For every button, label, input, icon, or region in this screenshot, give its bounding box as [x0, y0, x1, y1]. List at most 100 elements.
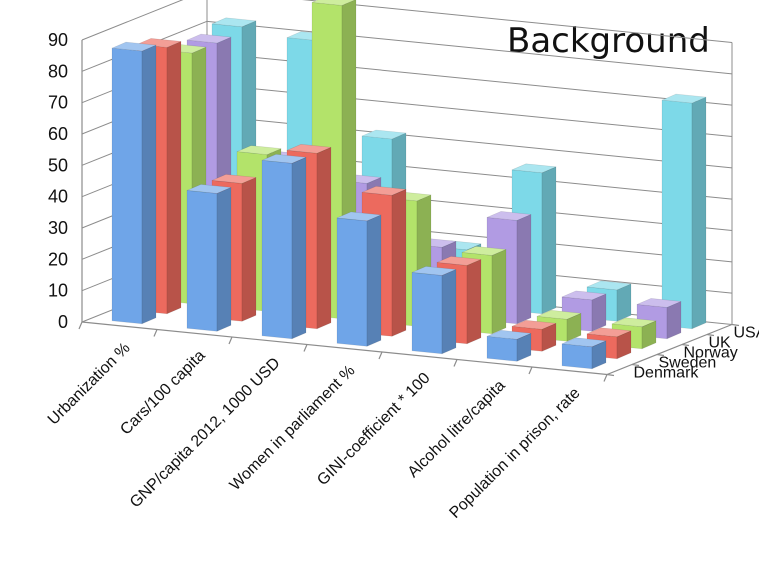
bar-top-face — [661, 93, 707, 104]
bar-side-face — [541, 166, 557, 315]
bar-side-face — [466, 258, 482, 345]
y-tick-label: 50 — [48, 155, 68, 175]
bar-side-face — [491, 248, 507, 335]
bar-top-face — [511, 319, 557, 330]
x-tick-mark — [303, 344, 308, 352]
bar-top-face — [286, 143, 332, 154]
bar-front-face — [661, 99, 693, 330]
bar-front-face — [186, 190, 218, 332]
gridline-back — [301, 0, 733, 43]
x-tick-mark — [528, 366, 533, 375]
x-tick-mark — [153, 329, 158, 337]
gridline-back — [206, 20, 733, 75]
bar-top-face — [486, 329, 532, 340]
bar-top-face — [311, 0, 356, 6]
series-label-usa: USA — [734, 325, 759, 342]
bar-side-face — [141, 44, 157, 325]
bar-side-face — [316, 146, 332, 330]
y-tick-label: 40 — [48, 187, 68, 207]
z-tick-mark — [681, 343, 690, 347]
y-tick-label: 90 — [48, 30, 68, 50]
category-label-urbanization: Urbanization % — [45, 340, 134, 429]
bar-top-face — [536, 309, 582, 320]
bar-usa-7 — [661, 93, 707, 330]
y-tick-label: 30 — [48, 218, 68, 238]
bar-side-face — [241, 176, 257, 322]
bar-top-face — [611, 317, 657, 328]
bar-side-face — [391, 188, 407, 337]
y-tick-label: 20 — [48, 249, 68, 269]
z-tick-mark — [706, 333, 715, 337]
y-tick-label: 80 — [48, 61, 68, 81]
bar-top-face — [436, 256, 482, 266]
bar-side-face — [666, 300, 682, 340]
bar-denmark-2 — [186, 184, 232, 332]
bar-side-face — [366, 214, 382, 347]
y-tick-label: 0 — [58, 312, 68, 332]
gridline-side — [81, 0, 184, 41]
series-label-norway: Norway — [684, 345, 738, 362]
y-tick-label: 70 — [48, 93, 68, 113]
bar-top-face — [561, 290, 607, 301]
bar-top-face — [411, 266, 457, 276]
bar-top-face — [561, 337, 607, 348]
x-tick-mark — [603, 374, 608, 382]
category-label-population-in-prison-rate: Population in prison, rate — [446, 385, 583, 522]
bar-top-face — [461, 246, 507, 256]
bar-top-face — [261, 153, 307, 164]
x-tick-mark — [78, 321, 83, 330]
bar-top-face — [636, 298, 682, 308]
bar-side-face — [441, 268, 457, 355]
bar-front-face — [486, 335, 518, 362]
bar-side-face — [516, 213, 532, 325]
bar-top-face — [236, 145, 282, 155]
y-tick-label: 60 — [48, 124, 68, 144]
bar-top-face — [111, 41, 157, 52]
bar-top-face — [586, 327, 632, 338]
bar-front-face — [261, 159, 293, 340]
chart-title: Background — [507, 21, 710, 61]
bar-denmark-5 — [411, 266, 457, 355]
bars — [111, 0, 707, 370]
z-tick-mark — [656, 353, 665, 357]
bar-top-face — [211, 17, 257, 28]
y-tick-label: 10 — [48, 281, 68, 301]
bar-denmark-1 — [111, 41, 157, 325]
bar-side-face — [291, 156, 307, 340]
z-tick-mark — [631, 363, 640, 367]
x-tick-mark — [378, 351, 383, 360]
x-tick-mark — [453, 359, 458, 367]
bar-top-face — [486, 211, 532, 221]
x-tick-mark — [228, 336, 233, 345]
bar-front-face — [561, 343, 593, 370]
bar-top-face — [211, 174, 257, 184]
bar-denmark-6 — [486, 329, 532, 362]
bar-front-face — [411, 272, 443, 355]
bar-side-face — [166, 40, 182, 315]
bar-side-face — [591, 293, 607, 332]
bar-denmark-3 — [261, 153, 307, 340]
bar-side-face — [216, 186, 232, 332]
bar-top-face — [361, 129, 407, 140]
bar-top-face — [336, 211, 382, 222]
series-label-denmark: Denmark — [634, 365, 700, 382]
category-label-gnp-capita-2012-1000-usd: GNP/capita 2012, 1000 USD — [127, 355, 284, 512]
bar-side-face — [616, 283, 632, 322]
axes — [78, 40, 740, 382]
bar-side-face — [691, 96, 707, 330]
z-tick-mark — [606, 373, 615, 377]
bar-denmark-7 — [561, 337, 607, 370]
gridline-back — [206, 83, 733, 137]
bar-denmark-4 — [336, 211, 382, 347]
bar-top-face — [186, 33, 232, 44]
bar-top-face — [361, 185, 407, 196]
bar-front-face — [111, 47, 143, 325]
series-label-uk: UK — [709, 335, 732, 352]
z-tick-mark — [731, 323, 740, 327]
series-label-sweden: Sweden — [659, 355, 717, 372]
bar-top-face — [186, 184, 232, 194]
bar-top-face — [586, 280, 632, 291]
category-label-cars-100-capita: Cars/100 capita — [117, 347, 208, 438]
bar-front-face — [336, 217, 368, 347]
